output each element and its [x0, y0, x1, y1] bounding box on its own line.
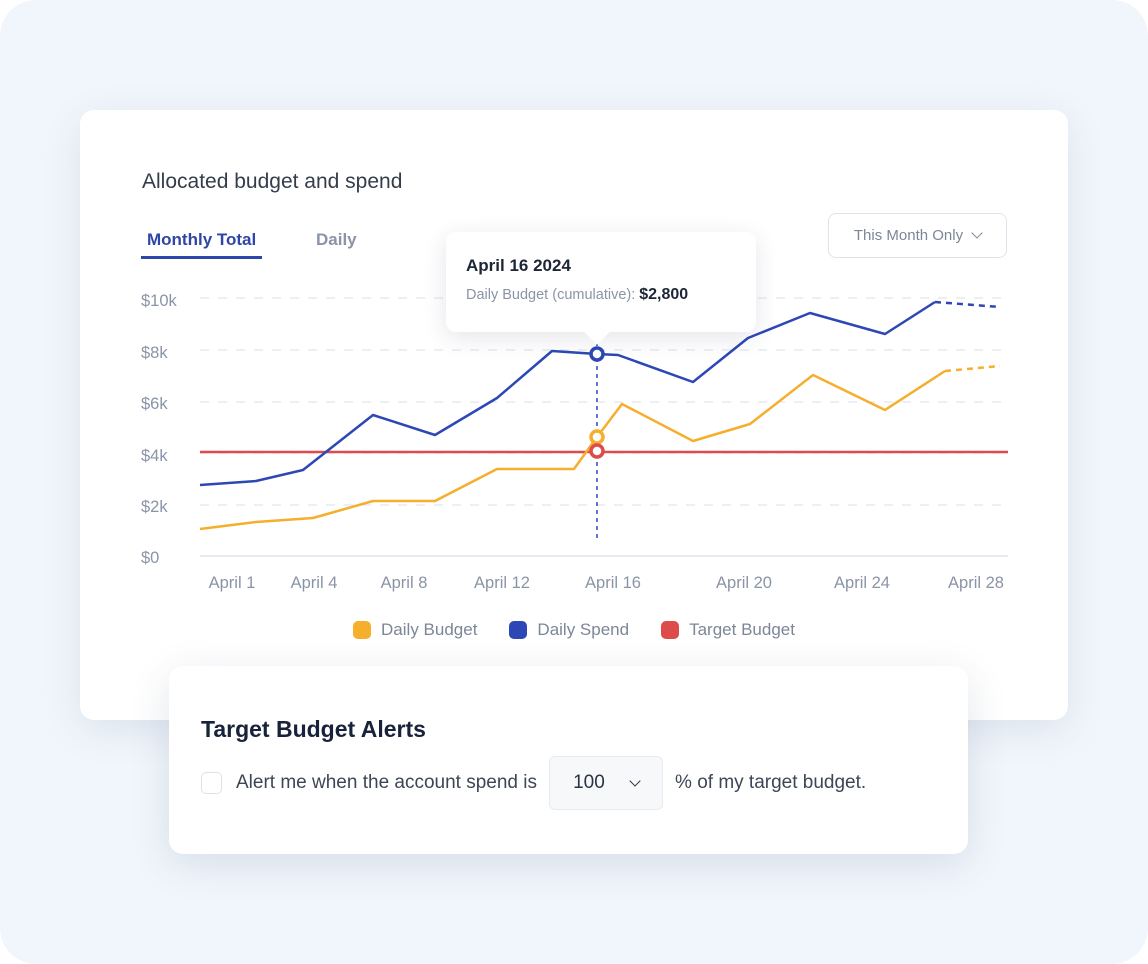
svg-text:$4k: $4k: [141, 447, 168, 465]
daily-budget-line: [199, 369, 946, 531]
legend-label: Target Budget: [689, 620, 795, 639]
date-range-dropdown[interactable]: This Month Only: [828, 213, 1007, 258]
alert-suffix-text: % of my target budget.: [675, 772, 867, 793]
y-axis-labels: $10k $8k $6k $4k $2k $0: [141, 292, 178, 567]
daily-budget-projection: [944, 364, 1001, 373]
target-budget-swatch-icon: [661, 621, 680, 639]
legend-label: Daily Budget: [381, 620, 478, 639]
svg-text:April 28: April 28: [948, 574, 1004, 592]
chart-legend: Daily Budget Daily Spend Target Budget: [80, 620, 1068, 640]
svg-text:$0: $0: [141, 549, 159, 567]
svg-text:April 12: April 12: [474, 574, 530, 592]
svg-text:$8k: $8k: [141, 344, 168, 362]
legend-daily-budget[interactable]: Daily Budget: [353, 620, 477, 640]
date-range-value: This Month Only: [853, 227, 964, 244]
tooltip-date: April 16 2024: [466, 256, 571, 275]
svg-text:April 1: April 1: [209, 574, 256, 592]
daily-budget-swatch-icon: [353, 621, 372, 639]
budget-chart-card: Allocated budget and spend Monthly Total…: [80, 110, 1068, 720]
alert-prefix-text: Alert me when the account spend is: [236, 772, 538, 793]
line-chart: $10k $8k $6k $4k $2k $0 April 1 April 4 …: [141, 292, 1008, 592]
daily-spend-projection: [934, 300, 1001, 309]
legend-target-budget[interactable]: Target Budget: [661, 620, 795, 640]
alert-setting-row: Alert me when the account spend is 100 %…: [201, 756, 866, 810]
daily-spend-swatch-icon: [509, 621, 528, 639]
svg-text:$6k: $6k: [141, 395, 168, 413]
svg-text:$10k: $10k: [141, 292, 178, 310]
tooltip-label: Daily Budget (cumulative):: [466, 287, 636, 303]
percent-select[interactable]: 100: [549, 756, 664, 810]
svg-text:April 20: April 20: [716, 574, 772, 592]
svg-text:April 8: April 8: [381, 574, 428, 592]
target-marker: [589, 443, 605, 459]
tab-daily[interactable]: Daily: [316, 230, 357, 249]
daily-spend-line: [199, 300, 936, 487]
x-axis-labels: April 1 April 4 April 8 April 12 April 1…: [209, 574, 1004, 592]
tooltip-value: $2,800: [639, 286, 689, 303]
chart-tooltip: April 16 2024 Daily Budget (cumulative):…: [446, 232, 756, 332]
percent-value: 100: [573, 772, 605, 793]
alert-checkbox[interactable]: [201, 772, 222, 794]
svg-text:$2k: $2k: [141, 498, 168, 516]
legend-label: Daily Spend: [537, 620, 630, 639]
spend-marker: [589, 346, 605, 362]
target-budget-alerts-card: Target Budget Alerts Alert me when the a…: [169, 666, 968, 854]
svg-text:April 24: April 24: [834, 574, 890, 592]
alerts-title: Target Budget Alerts: [201, 716, 426, 742]
legend-daily-spend[interactable]: Daily Spend: [509, 620, 629, 640]
svg-text:April 16: April 16: [585, 574, 641, 592]
chart-title: Allocated budget and spend: [142, 170, 403, 193]
svg-text:April 4: April 4: [291, 574, 338, 592]
chevron-down-icon: [629, 774, 641, 787]
tab-monthly-total[interactable]: Monthly Total: [141, 230, 263, 259]
budget-marker: [589, 429, 605, 445]
